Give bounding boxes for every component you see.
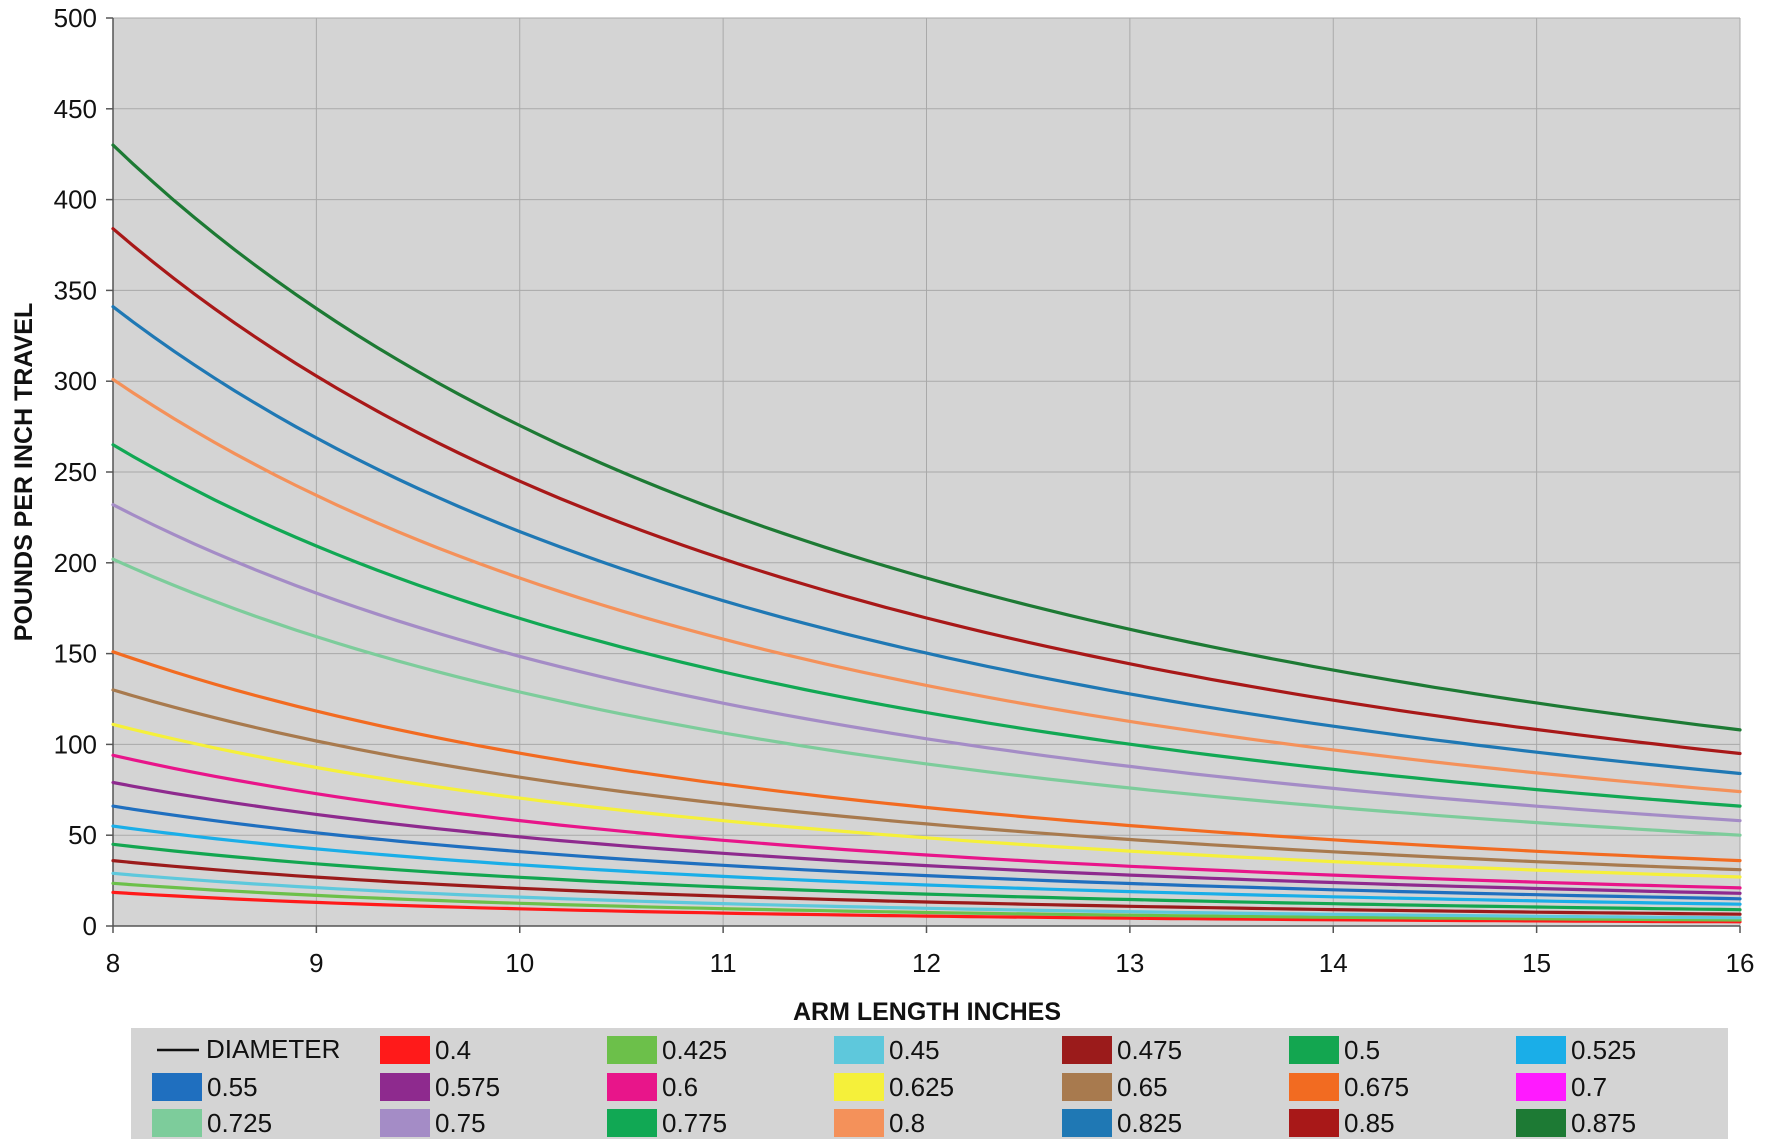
legend-swatch-0.65 xyxy=(1062,1073,1112,1101)
y-axis-title: POUNDS PER INCH TRAVEL xyxy=(10,303,38,641)
legend-label-0.425: 0.425 xyxy=(662,1035,727,1065)
legend-swatch-0.625 xyxy=(834,1073,884,1101)
series-line-0.875 xyxy=(111,143,1742,732)
legend-label-0.75: 0.75 xyxy=(435,1108,486,1138)
legend-swatch-0.475 xyxy=(1062,1036,1112,1064)
legend-swatch-0.575 xyxy=(380,1073,430,1101)
series-line-0.85 xyxy=(111,227,1742,756)
series-line-0.4 xyxy=(111,890,1742,924)
y-tick-label: 150 xyxy=(54,639,97,669)
legend-label-0.85: 0.85 xyxy=(1344,1108,1395,1138)
y-tick-label: 200 xyxy=(54,548,97,578)
legend-label-0.725: 0.725 xyxy=(207,1108,272,1138)
legend-swatch-0.75 xyxy=(380,1109,430,1137)
legend-label-0.675: 0.675 xyxy=(1344,1072,1409,1102)
legend-swatch-0.725 xyxy=(152,1109,202,1137)
legend-swatch-0.525 xyxy=(1516,1036,1566,1064)
legend-swatch-0.85 xyxy=(1289,1109,1339,1137)
x-axis-title: ARM LENGTH INCHES xyxy=(793,998,1061,1026)
series-line-0.575 xyxy=(111,780,1742,895)
x-tick-label: 12 xyxy=(912,948,941,978)
legend-label-0.65: 0.65 xyxy=(1117,1072,1168,1102)
series-line-0.625 xyxy=(111,722,1742,879)
legend-swatch-0.6 xyxy=(607,1073,657,1101)
x-tick-label: 14 xyxy=(1319,948,1348,978)
x-tick-label: 10 xyxy=(505,948,534,978)
y-tick-label: 100 xyxy=(54,729,97,759)
legend-label-0.625: 0.625 xyxy=(889,1072,954,1102)
legend-label-0.4: 0.4 xyxy=(435,1035,471,1065)
legend-label-0.825: 0.825 xyxy=(1117,1108,1182,1138)
legend-swatch-0.425 xyxy=(607,1036,657,1064)
x-tick-label: 13 xyxy=(1115,948,1144,978)
legend-label-0.45: 0.45 xyxy=(889,1035,940,1065)
legend-diameter-label: DIAMETER xyxy=(206,1034,340,1064)
legend-swatch-0.4 xyxy=(380,1036,430,1064)
legend-label-0.55: 0.55 xyxy=(207,1072,258,1102)
y-tick-label: 50 xyxy=(68,820,97,850)
legend-label-0.5: 0.5 xyxy=(1344,1035,1380,1065)
series-line-0.75 xyxy=(111,503,1742,823)
legend-swatch-0.825 xyxy=(1062,1109,1112,1137)
legend-label-0.6: 0.6 xyxy=(662,1072,698,1102)
series-line-0.65 xyxy=(111,688,1742,872)
legend-swatch-0.675 xyxy=(1289,1073,1339,1101)
series-lines xyxy=(111,143,1742,924)
series-line-0.525 xyxy=(111,824,1742,906)
x-tick-label: 16 xyxy=(1726,948,1755,978)
legend-label-0.525: 0.525 xyxy=(1571,1035,1636,1065)
legend-swatch-0.8 xyxy=(834,1109,884,1137)
legend-swatch-0.45 xyxy=(834,1036,884,1064)
series-line-0.55 xyxy=(111,804,1742,901)
x-tick-label: 11 xyxy=(710,948,737,978)
legend: DIAMETER 0.4 0.425 0.45 0.475 0.5 0.525 0.55 0.… xyxy=(131,1028,1728,1139)
series-line-0.675 xyxy=(111,650,1742,863)
series-line-0.475 xyxy=(111,859,1742,916)
series-line-0.5 xyxy=(111,842,1742,912)
y-tick-label: 450 xyxy=(54,94,97,124)
y-tick-label: 400 xyxy=(54,185,97,215)
y-tick-label: 500 xyxy=(54,3,97,33)
y-tick-label: 250 xyxy=(54,457,97,487)
series-line-0.425 xyxy=(111,881,1742,922)
series-line-0.725 xyxy=(111,557,1742,837)
y-tick-label: 350 xyxy=(54,275,97,305)
legend-swatch-0.7 xyxy=(1516,1073,1566,1101)
y-tick-label: 0 xyxy=(83,911,97,941)
x-tick-label: 9 xyxy=(309,948,323,978)
series-line-0.825 xyxy=(111,305,1742,776)
legend-label-0.575: 0.575 xyxy=(435,1072,500,1102)
legend-swatch-0.5 xyxy=(1289,1036,1339,1064)
tick-labels: 0 50 100 150 200 250 300 350 400 450 500 8 9 10 11 12 13… xyxy=(54,3,1755,978)
legend-swatch-0.55 xyxy=(152,1073,202,1101)
legend-label-0.875: 0.875 xyxy=(1571,1108,1636,1138)
x-tick-label: 8 xyxy=(106,948,120,978)
legend-label-0.7: 0.7 xyxy=(1571,1072,1607,1102)
axes xyxy=(106,17,1741,933)
legend-label-0.475: 0.475 xyxy=(1117,1035,1182,1065)
series-line-0.45 xyxy=(111,871,1742,920)
y-tick-label: 300 xyxy=(54,366,97,396)
legend-label-0.8: 0.8 xyxy=(889,1108,925,1138)
x-tick-label: 15 xyxy=(1522,948,1551,978)
legend-label-0.775: 0.775 xyxy=(662,1108,727,1138)
series-line-0.8 xyxy=(111,377,1742,794)
legend-swatch-0.875 xyxy=(1516,1109,1566,1137)
legend-swatch-0.775 xyxy=(607,1109,657,1137)
series-line-0.6 xyxy=(111,753,1742,890)
series-line-0.775 xyxy=(111,443,1742,808)
